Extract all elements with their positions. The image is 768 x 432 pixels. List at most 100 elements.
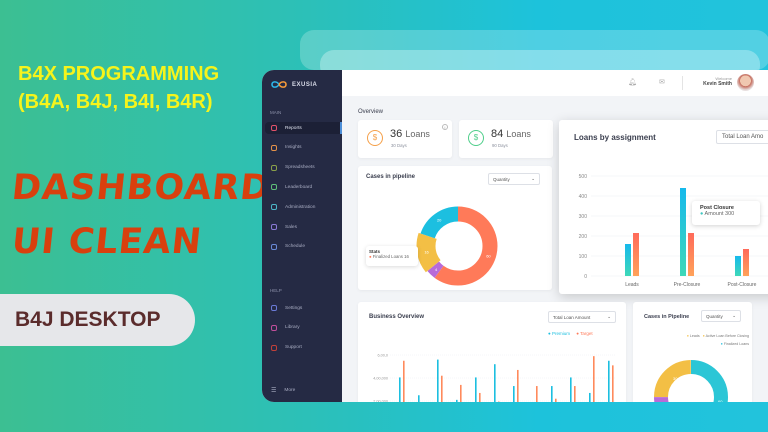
bell-icon[interactable]: 🔔︎: [628, 79, 637, 86]
loan-stat-card: $ 84 Loans 90 Days: [459, 120, 553, 158]
bar-target[interactable]: [612, 365, 614, 402]
bar-premium[interactable]: [570, 377, 572, 402]
section-label-main: MAIN: [270, 110, 282, 115]
umbrella-icon: [271, 344, 277, 351]
bar-premium[interactable]: [608, 360, 610, 402]
bar-series-a[interactable]: [625, 244, 631, 276]
bar-premium[interactable]: [456, 399, 458, 402]
cases-pipeline-card: Cases in pipeline Quantity ⌄ 60 4 16 20 Stat…: [358, 166, 552, 290]
bar-target[interactable]: [574, 386, 576, 402]
section-label-help: HELP: [270, 288, 282, 293]
sidebar-item-spreadsheets[interactable]: Spreadsheets: [265, 162, 342, 174]
sidebar-item-label: Library: [285, 325, 300, 331]
sidebar-item-insights[interactable]: Insights: [265, 142, 342, 154]
sidebar-item-settings[interactable]: Settings: [265, 302, 342, 314]
bar-target[interactable]: [517, 369, 519, 402]
sidebar-item-more[interactable]: ☰ More: [265, 384, 342, 396]
y-tick-label: 400: [579, 194, 588, 200]
chevron-down-icon: ⌄: [607, 314, 611, 319]
welcome-label: Welcome: [715, 76, 732, 81]
dollar-icon: $: [367, 130, 383, 146]
sidebar-item-library[interactable]: Library: [265, 322, 342, 334]
sidebar-item-sales[interactable]: Sales: [265, 221, 342, 233]
bar-target[interactable]: [403, 360, 405, 402]
card-title: Cases in Pipeline: [644, 314, 690, 320]
bar-target[interactable]: [593, 356, 595, 402]
sidebar-item-label: Sales: [285, 224, 297, 230]
chevron-down-icon: ⌄: [732, 313, 736, 318]
bar-series-b[interactable]: [633, 233, 639, 276]
bar-series-a[interactable]: [735, 256, 741, 276]
trophy-icon: [271, 184, 277, 191]
business-overview-card: Business Overview Total Loan Amount ⌄ ● P…: [358, 302, 626, 402]
bar-series-a[interactable]: [680, 188, 686, 276]
bar-premium[interactable]: [475, 377, 477, 402]
sidebar-item-schedule[interactable]: Schedule: [265, 241, 342, 253]
quantity-select[interactable]: Quantity ⌄: [488, 173, 540, 185]
donut-slice: [654, 360, 728, 402]
menu-icon: ☰: [271, 387, 277, 394]
chevron-down-icon: ⌄: [531, 176, 535, 181]
lightbulb-icon: [271, 144, 277, 151]
quantity-select[interactable]: Quantity ⌄: [701, 310, 741, 322]
sidebar-item-label: More: [284, 387, 296, 393]
bar-target[interactable]: [536, 386, 538, 402]
sidebar-item-administration[interactable]: Administration: [265, 201, 342, 213]
bar-premium[interactable]: [399, 377, 401, 402]
y-tick-label: 2,00,000: [373, 400, 388, 403]
loan-count: 36: [390, 128, 403, 140]
bar-premium[interactable]: [494, 364, 496, 402]
info-icon[interactable]: i: [442, 124, 448, 130]
dollar-icon: $: [468, 130, 484, 146]
total-loan-select[interactable]: Total Loan Amo: [716, 130, 768, 144]
loan-period: 90 Days: [492, 143, 508, 148]
legend: ● Leads ● Active Loan Before Closing ● Fi…: [686, 334, 749, 346]
book-icon: [271, 324, 277, 331]
sidebar-item-label: Leaderboard: [285, 184, 313, 190]
sidebar-item-leaderboard[interactable]: Leaderboard: [265, 181, 342, 193]
bar-target[interactable]: [441, 375, 443, 402]
loan-period: 30 Days: [391, 143, 407, 148]
y-tick-label: 100: [579, 254, 588, 260]
bar-premium[interactable]: [589, 392, 591, 402]
total-loan-amount-select[interactable]: Total Loan Amount ⌄: [548, 311, 616, 323]
promo-subtitle: UI CLEAN: [9, 222, 205, 262]
card-title: Business Overview: [369, 314, 425, 320]
bar-target[interactable]: [555, 398, 557, 402]
x-tick-label: Pre-Closure: [674, 282, 701, 288]
avatar[interactable]: [737, 74, 754, 91]
top-header: 🔔︎ ✉ Welcome Kevin Smith: [342, 70, 768, 96]
decor-shape: [300, 30, 768, 70]
bar-target[interactable]: [479, 392, 481, 402]
sidebar-item-support[interactable]: Support: [265, 342, 342, 354]
list-icon: [271, 164, 277, 171]
pipeline-small-donut: 30 60: [654, 360, 728, 402]
donut-slice[interactable]: [418, 206, 498, 286]
sidebar-item-label: Settings: [285, 305, 303, 311]
user-name[interactable]: Kevin Smith: [703, 81, 732, 87]
bar-premium[interactable]: [418, 395, 420, 402]
sidebar-item-label: Insights: [285, 145, 302, 151]
y-tick-label: 0: [584, 274, 587, 280]
mail-icon[interactable]: ✉: [659, 79, 665, 86]
bar-target[interactable]: [460, 384, 462, 402]
bar-series-b[interactable]: [688, 233, 694, 276]
x-tick-label: Post-Closure: [728, 282, 757, 288]
pipeline-donut: 60 4 16 20: [416, 204, 500, 288]
dashboard-window: EXUSIA MAIN Reports Insights Spreadsheets L…: [262, 70, 768, 402]
loan-unit: Loans: [405, 129, 430, 139]
bar-premium[interactable]: [437, 359, 439, 402]
y-tick-label: 4,00,000: [373, 377, 388, 381]
sidebar-item-label: Schedule: [285, 244, 306, 250]
slice-label: 16: [424, 249, 429, 254]
bar-premium[interactable]: [551, 386, 553, 402]
slice-label: 60: [486, 253, 491, 258]
loans-by-assignment-card: Loans by assignment Total Loan Amo 500 40…: [559, 120, 768, 294]
bar-premium[interactable]: [513, 386, 515, 402]
loan-count: 84: [491, 128, 504, 140]
sidebar-item-reports[interactable]: Reports: [265, 122, 342, 134]
bar-series-b[interactable]: [743, 249, 749, 276]
promo-title: DASHBOARD: [9, 168, 273, 208]
donut-slice[interactable]: [416, 204, 500, 288]
loan-unit: Loans: [506, 129, 531, 139]
